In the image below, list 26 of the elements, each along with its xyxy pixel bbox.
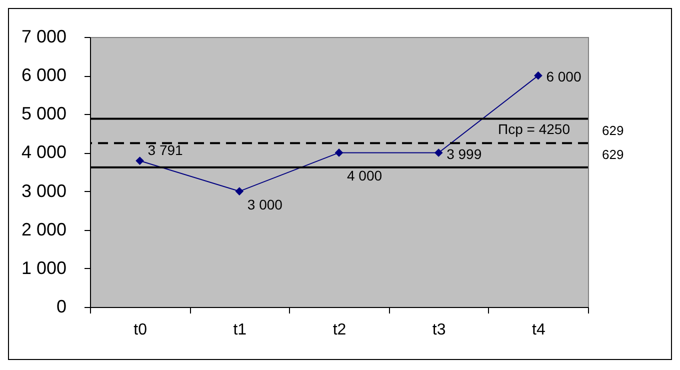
y-tick-label: 4 000 (21, 142, 66, 162)
text: 4 000 (347, 168, 382, 184)
y-tick-label: 7 000 (21, 26, 66, 46)
y-tick-label: 6 000 (21, 65, 66, 86)
text: 3 000 (247, 196, 282, 212)
text: 6 000 (546, 68, 582, 85)
text: 3 791 (148, 142, 183, 158)
text: 629 (602, 147, 624, 162)
y-tick-label: 3 000 (21, 180, 66, 201)
point (534, 71, 542, 80)
point (136, 156, 144, 165)
point (334, 148, 344, 157)
y-tick-label: 5 000 (21, 104, 66, 124)
text: 3 999 (446, 146, 482, 162)
x-tick-label: t4 (532, 322, 546, 338)
x-tick-label: t3 (432, 322, 446, 338)
y-tick-label: 2 000 (21, 219, 66, 240)
y-tick-label: 0 (56, 296, 66, 316)
x-tick-label: t2 (332, 322, 346, 338)
y-tick-label: 1 000 (21, 258, 66, 278)
point (235, 187, 244, 196)
ref-line-label: Псp = 4250 (498, 121, 570, 138)
point (434, 148, 443, 157)
x-tick-label: t0 (134, 322, 148, 338)
text: 629 (602, 122, 624, 138)
x-tick-label: t1 (233, 322, 247, 338)
